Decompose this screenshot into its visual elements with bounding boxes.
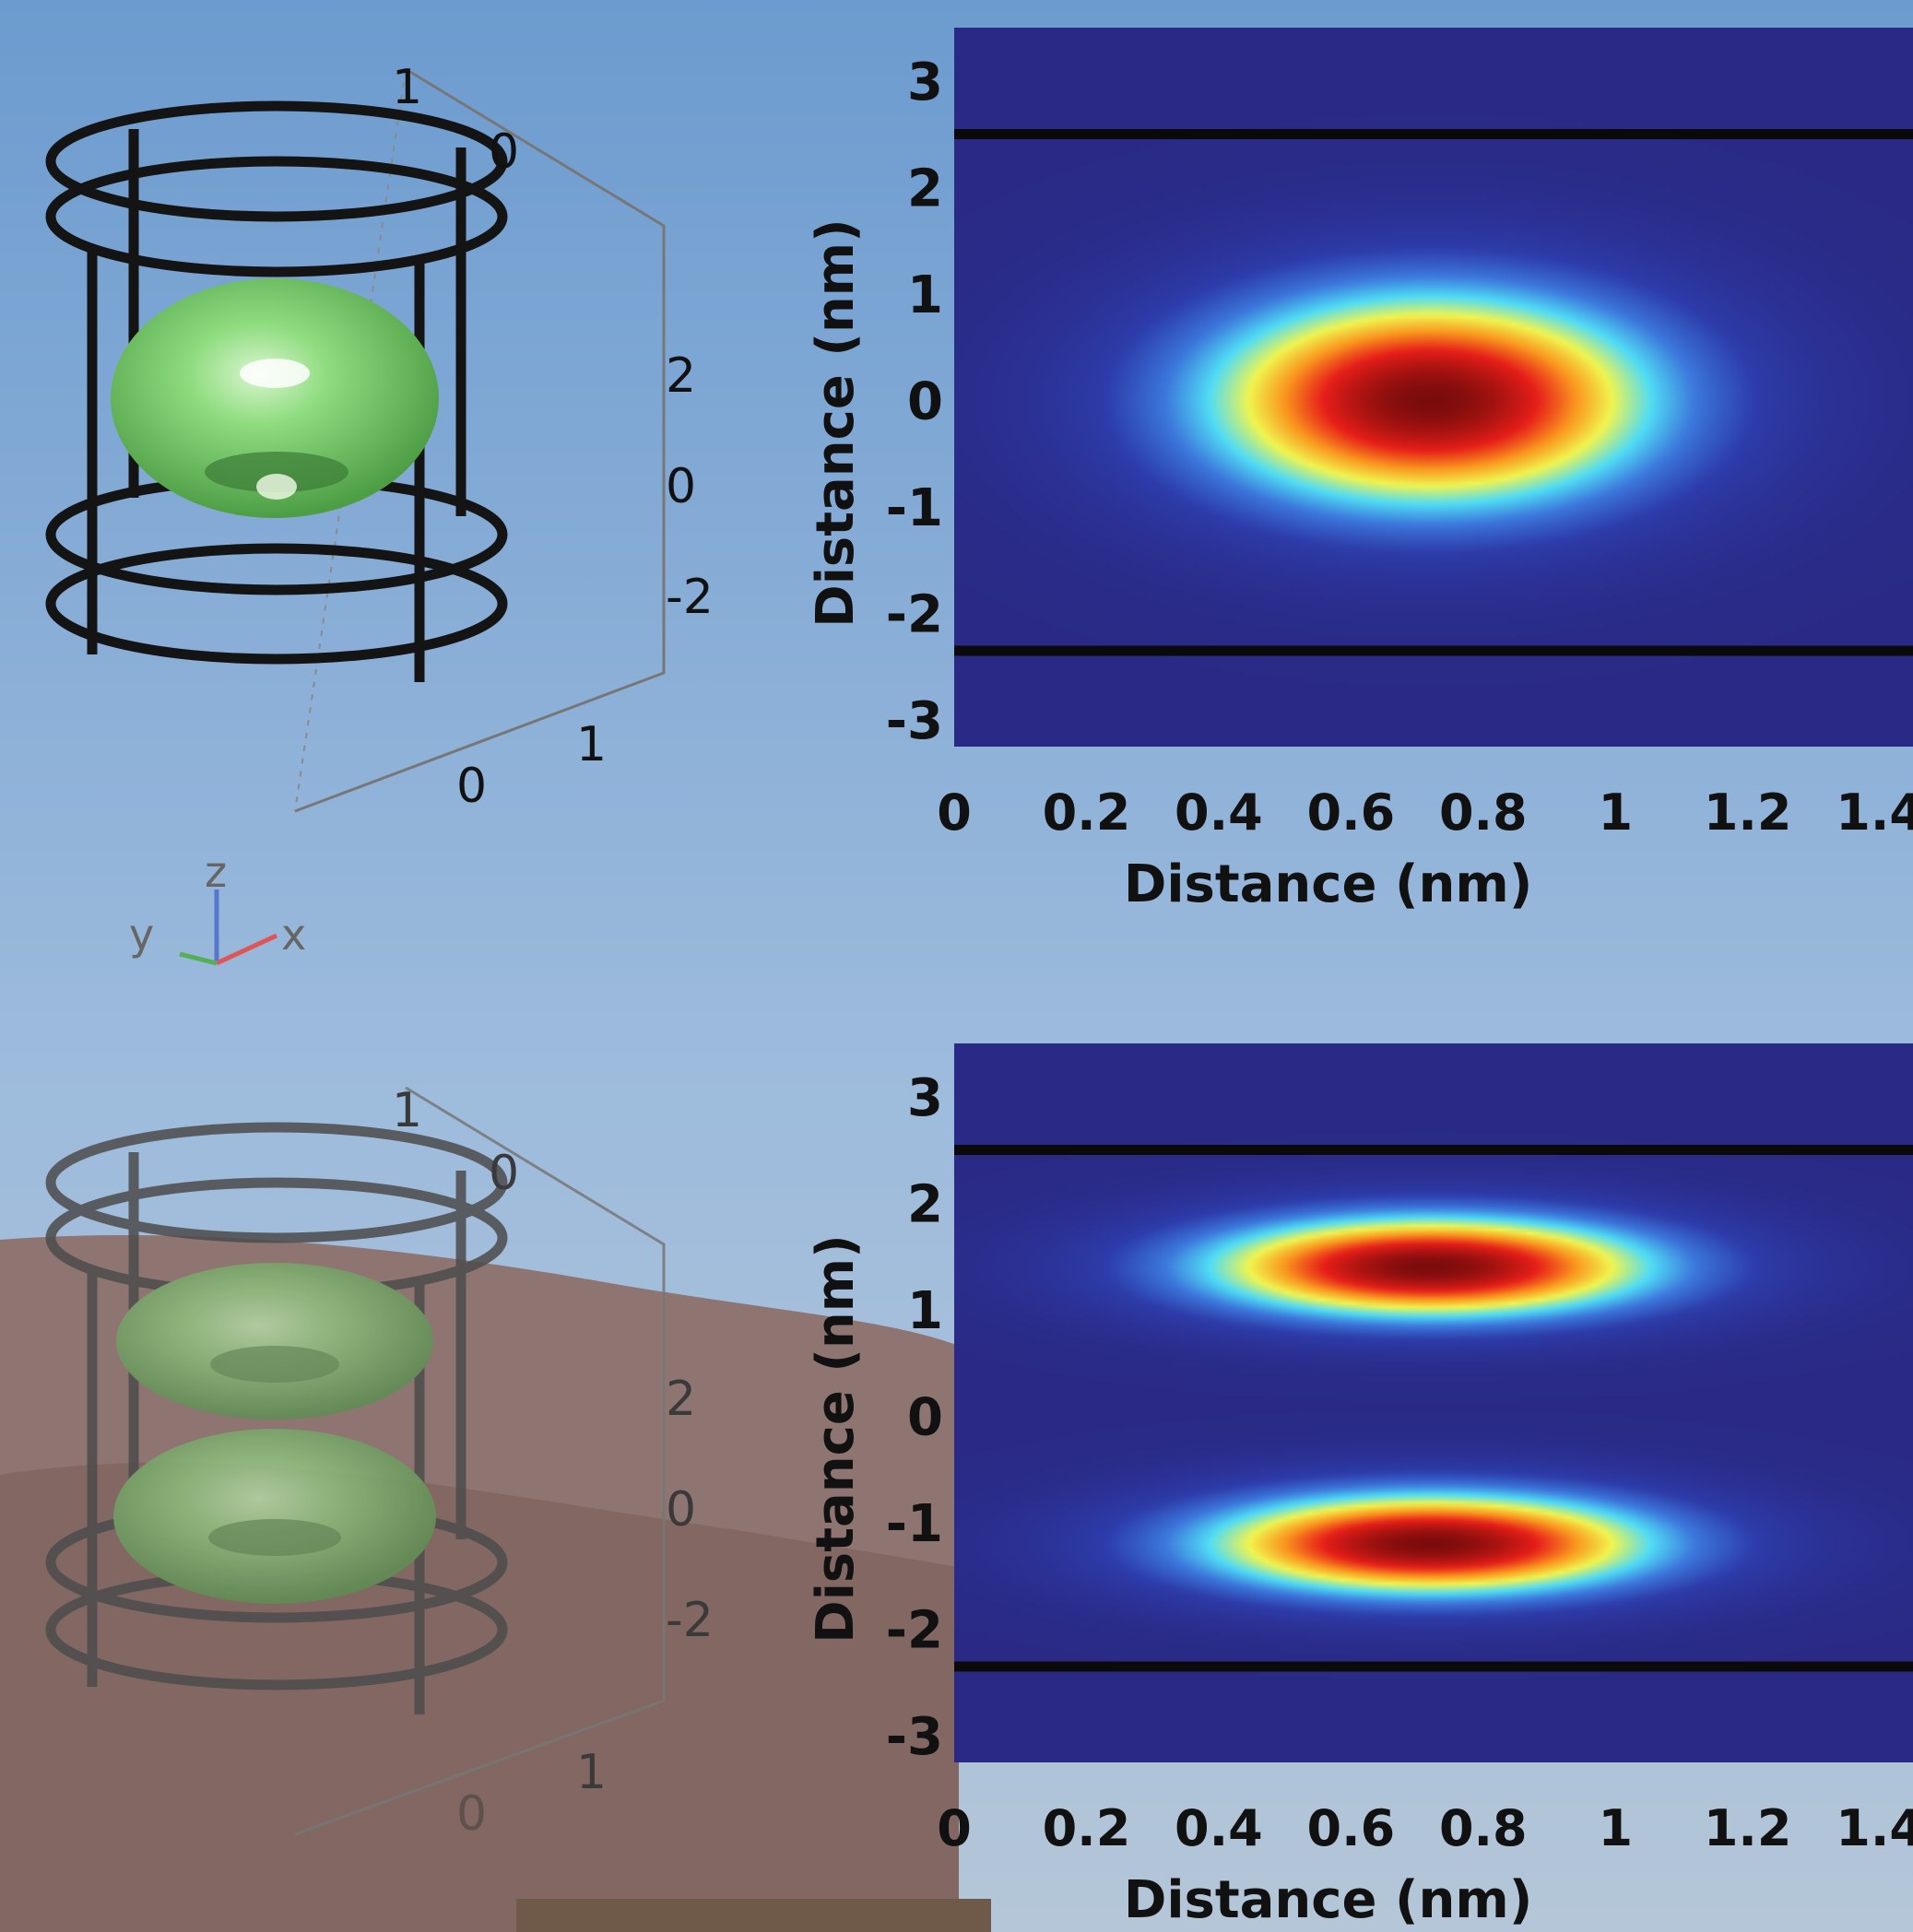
xaxis-title-top: Distance (nm) xyxy=(1124,854,1533,914)
ytick-label-top-2: 1 xyxy=(907,265,943,325)
xtick-label-top-5: 1 xyxy=(1598,783,1633,842)
ytick-label-bottom-4: -1 xyxy=(886,1494,943,1554)
ytick-label-top-6: -3 xyxy=(886,691,943,751)
xtick-label-top-2: 0.4 xyxy=(1175,783,1263,842)
xtick-label-bottom-6: 1.2 xyxy=(1704,1799,1792,1857)
triad-x-label: x xyxy=(281,910,306,960)
yaxis-title-bottom: Distance (nm) xyxy=(806,1234,866,1643)
ytick-label-bottom-3: 0 xyxy=(907,1387,943,1447)
ytick-label-top-0: 3 xyxy=(907,53,943,112)
bottom-back-tick-1: 1 xyxy=(392,1083,422,1138)
top-back-tick-0: 0 xyxy=(489,124,519,180)
xtick-label-bottom-3: 0.6 xyxy=(1307,1799,1396,1857)
xtick-label-top-6: 1.2 xyxy=(1704,783,1792,842)
ytick-label-top-1: 2 xyxy=(907,159,943,218)
top-back-tick-1: 1 xyxy=(392,60,422,115)
bottom-z-tick-0: 0 xyxy=(666,1482,696,1537)
heatmap-bottom-axes: 3 2 1 0 -1 -2 -3 0 0.2 0.4 0.6 0.8 1 1.2 1.4 Distance (… xyxy=(806,1068,1913,1930)
xtick-label-top-4: 0.8 xyxy=(1439,783,1528,842)
triad-x-axis xyxy=(215,933,278,966)
xaxis-title-bottom: Distance (nm) xyxy=(1124,1870,1533,1930)
bounding-box-back xyxy=(294,67,666,813)
xtick-label-top-3: 0.6 xyxy=(1307,783,1396,842)
double-torus-isosurface xyxy=(113,1263,436,1604)
ytick-label-bottom-0: 3 xyxy=(907,1068,943,1128)
xtick-label-top-1: 0.2 xyxy=(1043,783,1131,842)
ytick-label-bottom-5: -2 xyxy=(886,1601,943,1661)
ytick-label-top-4: -1 xyxy=(886,478,943,538)
xtick-label-bottom-7: 1.4 xyxy=(1836,1799,1913,1857)
yaxis-title-top: Distance (nm) xyxy=(806,218,866,628)
bottom-z-tick-2: 2 xyxy=(666,1372,696,1427)
xtick-label-bottom-1: 0.2 xyxy=(1043,1799,1131,1857)
ytick-label-bottom-6: -3 xyxy=(886,1707,943,1767)
isosurface-panel-top xyxy=(45,67,666,813)
ytick-label-top-5: -2 xyxy=(886,585,943,645)
top-z-tick-0: 0 xyxy=(666,459,696,514)
heatmap-bottom-image xyxy=(954,1043,1913,1762)
bottom-back-tick-0: 0 xyxy=(489,1146,519,1201)
top-bottom-tick-1: 1 xyxy=(576,717,607,772)
triad-y-label: y xyxy=(129,910,154,960)
xtick-label-bottom-2: 0.4 xyxy=(1175,1799,1263,1857)
triad-y-axis xyxy=(179,951,218,966)
bottom-bottom-tick-0: 0 xyxy=(456,1786,487,1842)
triad-z-label: z xyxy=(205,847,227,897)
xtick-label-bottom-0: 0 xyxy=(937,1799,972,1857)
ytick-label-top-3: 0 xyxy=(907,371,943,431)
top-3d-axis-labels: 1 0 2 0 -2 1 0 xyxy=(392,60,714,814)
heatmap-top-axes: 3 2 1 0 -1 -2 -3 0 0.2 0.4 0.6 0.8 1 1.2 1.4 Distance (… xyxy=(806,53,1913,914)
xtick-label-bottom-5: 1 xyxy=(1598,1799,1633,1857)
xtick-label-bottom-4: 0.8 xyxy=(1439,1799,1528,1857)
isosurface-panel-bottom xyxy=(45,1086,666,1836)
bottom-3d-axis-labels: 1 0 2 0 -2 1 0 xyxy=(392,1083,714,1842)
bottom-bottom-tick-1: 1 xyxy=(576,1745,607,1800)
torus-isosurface xyxy=(111,278,439,518)
bounding-box-back-bottom xyxy=(294,1086,666,1836)
ytick-label-bottom-2: 1 xyxy=(907,1281,943,1341)
xtick-label-top-0: 0 xyxy=(937,783,972,842)
axes-triad: z y x xyxy=(129,847,306,966)
bottom-z-tick-neg2: -2 xyxy=(666,1593,714,1648)
foreground-ground xyxy=(516,1899,991,1932)
top-bottom-tick-0: 0 xyxy=(456,759,487,814)
heatmap-top-image xyxy=(954,28,1913,747)
cylinder-cage xyxy=(45,100,508,682)
xtick-label-top-7: 1.4 xyxy=(1836,783,1913,842)
ytick-label-bottom-1: 2 xyxy=(907,1174,943,1234)
top-z-tick-neg2: -2 xyxy=(666,570,714,625)
top-z-tick-2: 2 xyxy=(666,348,696,404)
